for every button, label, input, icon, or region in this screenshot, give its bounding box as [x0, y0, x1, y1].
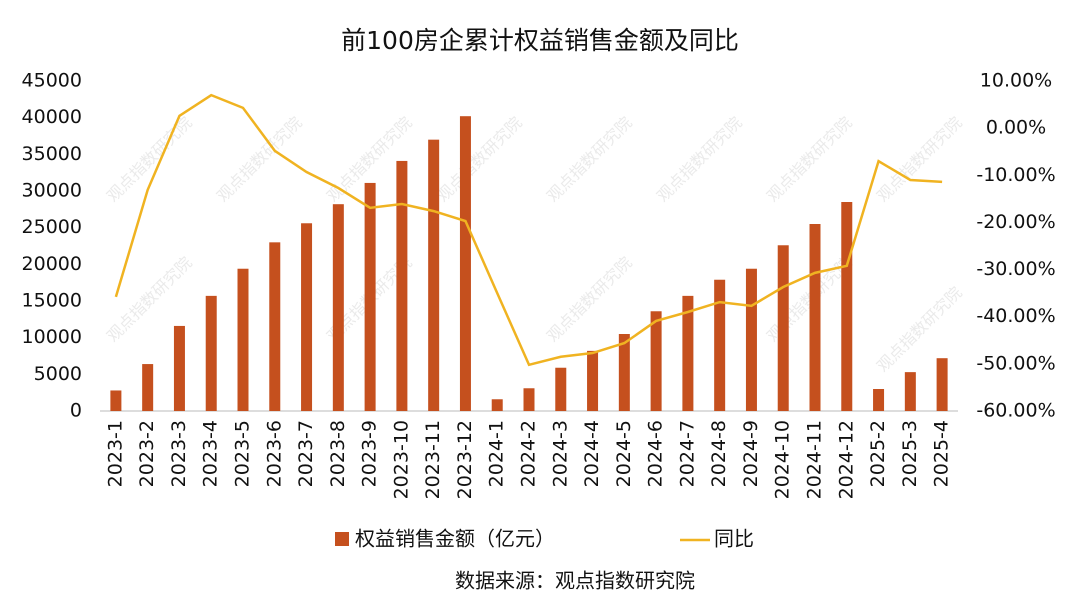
- y2-tick-label: -10.00%: [976, 164, 1055, 186]
- y-tick-label: 15000: [22, 290, 82, 312]
- watermark: 观点指数研究院: [213, 113, 306, 206]
- x-tick-label: 2024-3: [549, 420, 571, 487]
- x-tick-label: 2025-3: [899, 420, 921, 487]
- y2-tick-label: -20.00%: [976, 211, 1055, 233]
- watermark: 观点指数研究院: [543, 113, 636, 206]
- bar: [110, 390, 122, 411]
- watermark: 观点指数研究院: [873, 283, 966, 376]
- y2-tick-label: 10.00%: [980, 70, 1052, 92]
- bar: [777, 245, 789, 411]
- y2-tick-label: -30.00%: [976, 258, 1055, 280]
- bar: [841, 202, 853, 411]
- y-tick-label: 40000: [22, 106, 82, 128]
- y-tick-label: 0: [70, 400, 82, 422]
- bar: [459, 116, 471, 411]
- bar: [873, 389, 885, 411]
- bar: [301, 223, 313, 411]
- watermark: 观点指数研究院: [103, 113, 196, 206]
- legend-label: 权益销售金额（亿元）: [355, 527, 555, 551]
- x-tick-label: 2024-1: [486, 420, 508, 487]
- y-tick-label: 20000: [22, 253, 82, 275]
- x-tick-label: 2023-10: [390, 420, 412, 499]
- bar: [714, 279, 726, 411]
- watermark: 观点指数研究院: [543, 253, 636, 346]
- x-tick-label: 2024-10: [772, 420, 794, 499]
- x-tick-label: 2023-12: [454, 420, 476, 499]
- x-tick-label: 2024-7: [676, 420, 698, 487]
- x-tick-label: 2024-12: [835, 420, 857, 499]
- bar: [523, 388, 535, 411]
- bar: [205, 295, 217, 411]
- y2-tick-label: -60.00%: [976, 400, 1055, 422]
- y-tick-label: 5000: [34, 363, 82, 385]
- x-tick-label: 2025-2: [867, 420, 889, 487]
- x-tick-label: 2024-4: [581, 420, 603, 487]
- y2-tick-label: -40.00%: [976, 305, 1055, 327]
- bar: [396, 160, 408, 411]
- y-tick-label: 35000: [22, 143, 82, 165]
- x-tick-label: 2023-1: [104, 420, 126, 487]
- bar: [269, 242, 281, 411]
- y-tick-label: 25000: [22, 216, 82, 238]
- x-tick-label: 2024-5: [613, 420, 635, 487]
- y2-tick-label: -50.00%: [976, 352, 1055, 374]
- x-tick-label: 2023-2: [136, 420, 158, 487]
- chart-title: 前100房企累计权益销售金额及同比: [341, 26, 739, 55]
- bar: [142, 364, 154, 411]
- x-tick-label: 2023-3: [168, 420, 190, 487]
- source: 数据来源：观点指数研究院: [455, 569, 695, 593]
- x-tick-label: 2023-9: [359, 420, 381, 487]
- bar: [491, 399, 503, 411]
- bar: [904, 372, 916, 411]
- x-tick-label: 2024-2: [518, 420, 540, 487]
- x-tick-label: 2023-11: [422, 420, 444, 499]
- legend-swatch: [335, 532, 349, 546]
- x-tick-label: 2023-8: [327, 420, 349, 487]
- y-tick-label: 45000: [22, 70, 82, 92]
- bar: [745, 268, 757, 411]
- x-tick-label: 2024-6: [645, 420, 667, 487]
- watermark: 观点指数研究院: [653, 113, 746, 206]
- bar: [173, 325, 185, 411]
- bar: [587, 350, 599, 411]
- bar: [364, 182, 376, 411]
- bar: [650, 311, 662, 411]
- bar: [332, 204, 344, 411]
- bar: [237, 268, 249, 411]
- bar: [682, 295, 694, 411]
- y2-tick-label: 0.00%: [986, 117, 1046, 139]
- bar: [936, 358, 948, 411]
- x-tick-label: 2023-5: [232, 420, 254, 487]
- bar: [428, 139, 440, 411]
- x-tick-label: 2024-8: [708, 420, 730, 487]
- y-tick-label: 10000: [22, 326, 82, 348]
- bar: [555, 367, 567, 411]
- x-tick-label: 2025-4: [931, 420, 953, 487]
- x-tick-label: 2024-11: [804, 420, 826, 499]
- x-tick-label: 2023-7: [295, 420, 317, 487]
- x-tick-label: 2023-6: [263, 420, 285, 487]
- y-tick-label: 30000: [22, 180, 82, 202]
- watermark: 观点指数研究院: [873, 113, 966, 206]
- line: [114, 93, 943, 367]
- bar: [809, 224, 821, 411]
- legend-label: 同比: [714, 527, 754, 551]
- watermark: 观点指数研究院: [763, 113, 856, 206]
- x-tick-label: 2023-4: [200, 420, 222, 487]
- watermark: 观点指数研究院: [433, 113, 526, 206]
- x-tick-label: 2024-9: [740, 420, 762, 487]
- bar: [618, 334, 630, 411]
